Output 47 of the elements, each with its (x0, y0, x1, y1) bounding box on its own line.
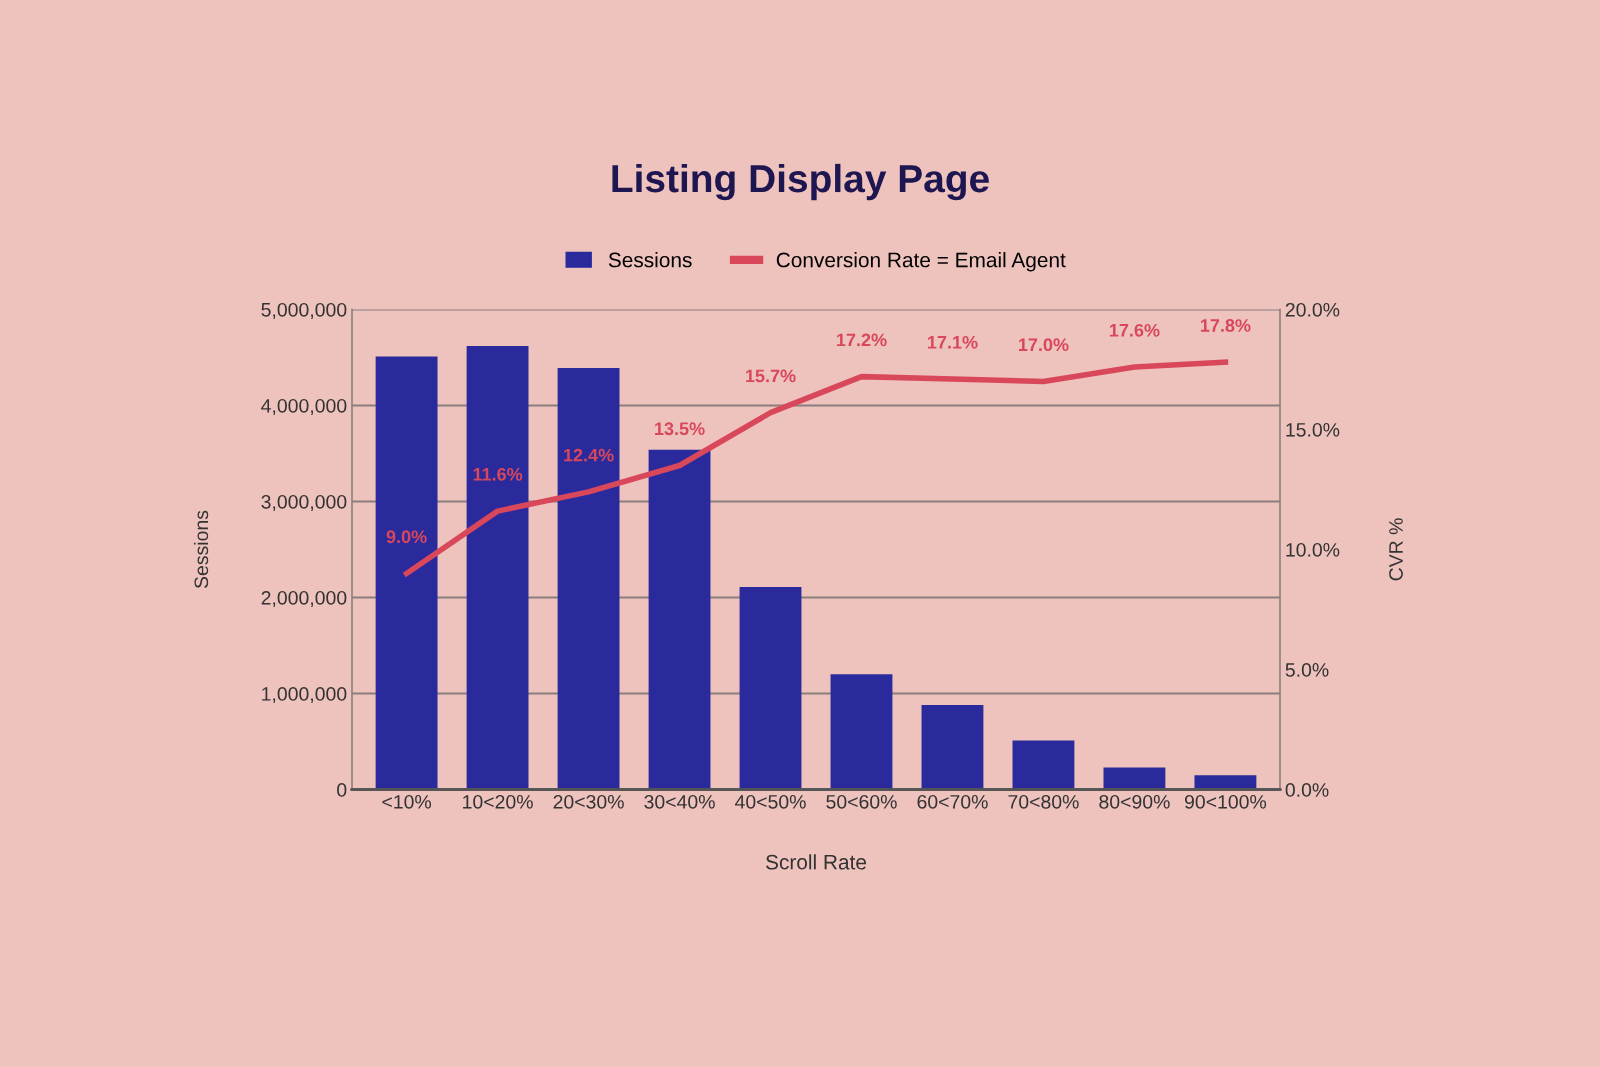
data-label: 17.8% (1200, 319, 1251, 332)
bar (1194, 775, 1257, 790)
x-tick-label: 40<50% (735, 794, 806, 809)
x-tick-label: 30<40% (644, 794, 715, 809)
y-tick-label: 5,000,000 (261, 302, 347, 319)
bar (375, 356, 438, 790)
y2-axis-title: CVR % (1389, 518, 1403, 581)
data-label: 17.2% (837, 333, 887, 347)
bar (1012, 740, 1075, 790)
bar (921, 705, 984, 790)
legend-label: Sessions (608, 252, 692, 268)
x-tick-label: 70<80% (1008, 794, 1079, 809)
y-axis-title: Sessions (193, 510, 209, 589)
bar (739, 586, 802, 790)
x-tick-label: 90<100% (1184, 794, 1267, 809)
y2-tick-label: 20.0% (1285, 302, 1340, 317)
bar (648, 449, 711, 790)
data-label: 13.5% (655, 422, 705, 436)
bar (830, 674, 893, 790)
y-tick-label: 4,000,000 (261, 398, 347, 415)
x-tick-label: 50<60% (826, 794, 897, 809)
y2-tick-label: 0.0% (1285, 783, 1329, 797)
x-axis-title: Scroll Rate (766, 854, 867, 870)
data-label: 17.1% (928, 335, 978, 349)
data-label: 12.4% (564, 448, 614, 462)
data-label: 11.6% (473, 467, 523, 481)
chart-title: Listing Display Page (612, 163, 989, 201)
y-tick-label: 0 (337, 783, 347, 797)
legend-label: Conversion Rate = Email Agent (776, 252, 1066, 272)
x-tick-label: <10% (382, 794, 432, 809)
x-tick-label: 80<90% (1099, 794, 1170, 809)
data-label: 15.7% (746, 369, 796, 383)
y2-tick-label: 5.0% (1285, 663, 1329, 677)
x-tick-label: 10<20% (463, 794, 533, 809)
y2-tick-label: 10.0% (1286, 542, 1340, 557)
bar (557, 368, 620, 790)
y-tick-label: 2,000,000 (261, 590, 347, 608)
x-tick-label: 20<30% (553, 794, 624, 809)
y-tick-label: 1,000,000 (262, 687, 347, 704)
bar (1103, 767, 1166, 790)
data-label: 9.0% (386, 530, 427, 544)
y2-tick-label: 15.0% (1286, 422, 1340, 437)
data-label: 17.0% (1018, 338, 1069, 352)
y-tick-label: 3,000,000 (261, 494, 347, 512)
bar (466, 345, 529, 790)
data-label: 17.6% (1109, 323, 1160, 337)
x-tick-label: 60<70% (917, 794, 988, 809)
